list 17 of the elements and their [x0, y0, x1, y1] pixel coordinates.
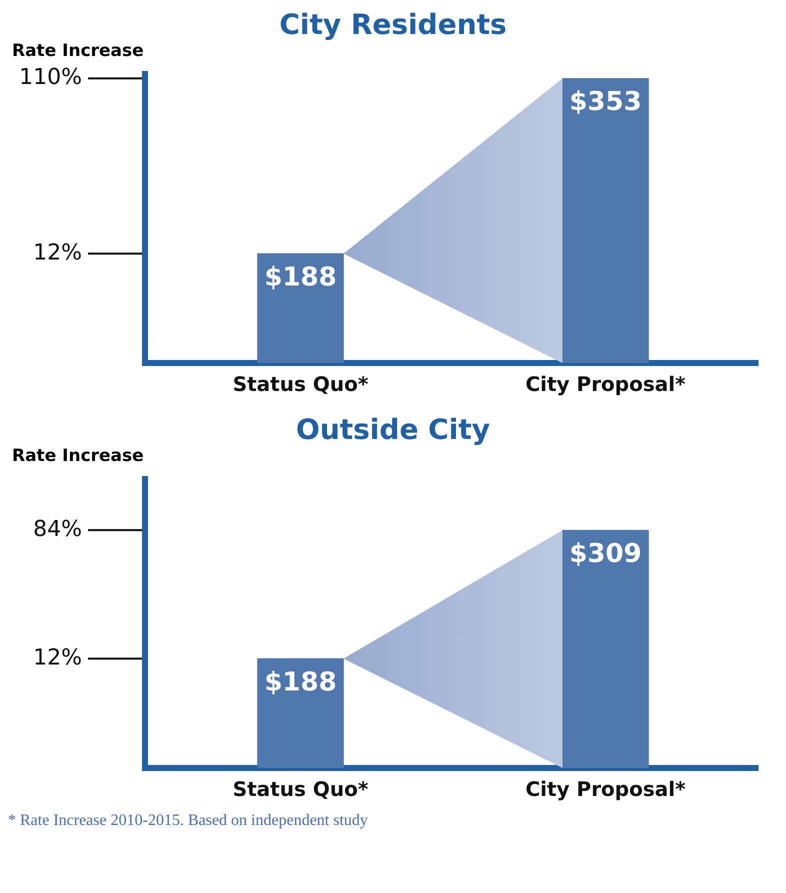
data-label: $188 [264, 667, 337, 698]
y-axis-title: Rate Increase [12, 446, 145, 466]
text: 84% [33, 516, 82, 542]
x-tick-label: Status Quo* [232, 777, 369, 802]
data-label: $309 [569, 538, 642, 569]
y-axis-title: Rate Increase [12, 41, 145, 61]
chart-title: City Residents [278, 8, 508, 41]
text: * Rate Increase 2010-2015. Based on independent study [8, 812, 369, 830]
x-tick-label: Status Quo* [232, 372, 369, 396]
text: 110% [19, 65, 82, 90]
data-label: $188 [264, 262, 337, 292]
chart-title: Outside City [295, 413, 491, 446]
text: 12% [33, 240, 82, 266]
data-label: $353 [569, 87, 642, 118]
x-tick-label: City Proposal* [525, 777, 686, 802]
x-tick-label: City Proposal* [525, 372, 686, 396]
text: 12% [33, 645, 82, 670]
